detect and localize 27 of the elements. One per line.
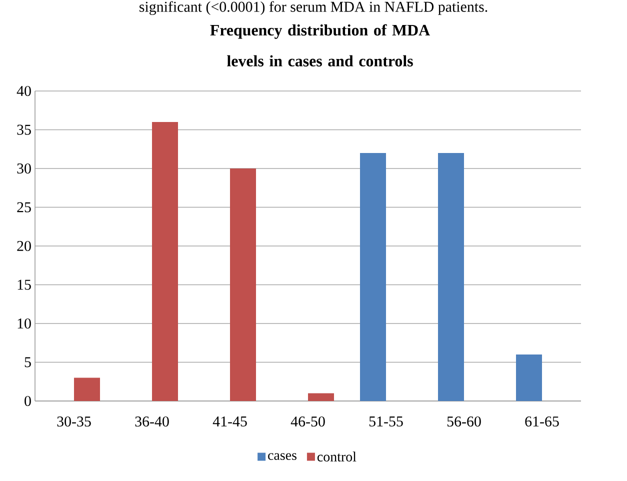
y-tick-label: 20 (17, 240, 31, 252)
bar (438, 152, 464, 401)
bar (74, 378, 100, 401)
y-tick-label: 25 (17, 202, 31, 212)
x-tick-label: 41-45 (212, 416, 247, 426)
y-tick-label: 35 (17, 124, 31, 135)
bar (516, 354, 542, 401)
legend-label: control (317, 452, 356, 462)
y-tick-label: 40 (16, 86, 31, 96)
y-tick-label: 30 (17, 163, 31, 174)
y-tick-label: 5 (24, 357, 31, 368)
legend-label: cases (268, 453, 296, 460)
x-tick-label: 36-40 (135, 416, 169, 427)
bar (152, 122, 178, 401)
x-tick-label: 46-50 (290, 416, 325, 427)
chart-title: Frequency distribution of MDA levels in cases and controls (210, 24, 430, 66)
y-tick-label: 0 (24, 396, 31, 406)
y-tick-label: 15 (18, 280, 31, 290)
x-tick-label: 61-65 (525, 416, 559, 426)
bar (230, 168, 256, 401)
x-tick-label: 51-55 (369, 416, 403, 426)
bar (360, 152, 386, 401)
y-tick-label: 10 (18, 318, 31, 329)
bar (308, 393, 334, 401)
text: significant (<0.0001) for serum MDA in NAFLD patients. (140, 1, 488, 15)
x-tick-label: 56-60 (447, 416, 481, 427)
x-tick-label: 30-35 (57, 416, 91, 427)
